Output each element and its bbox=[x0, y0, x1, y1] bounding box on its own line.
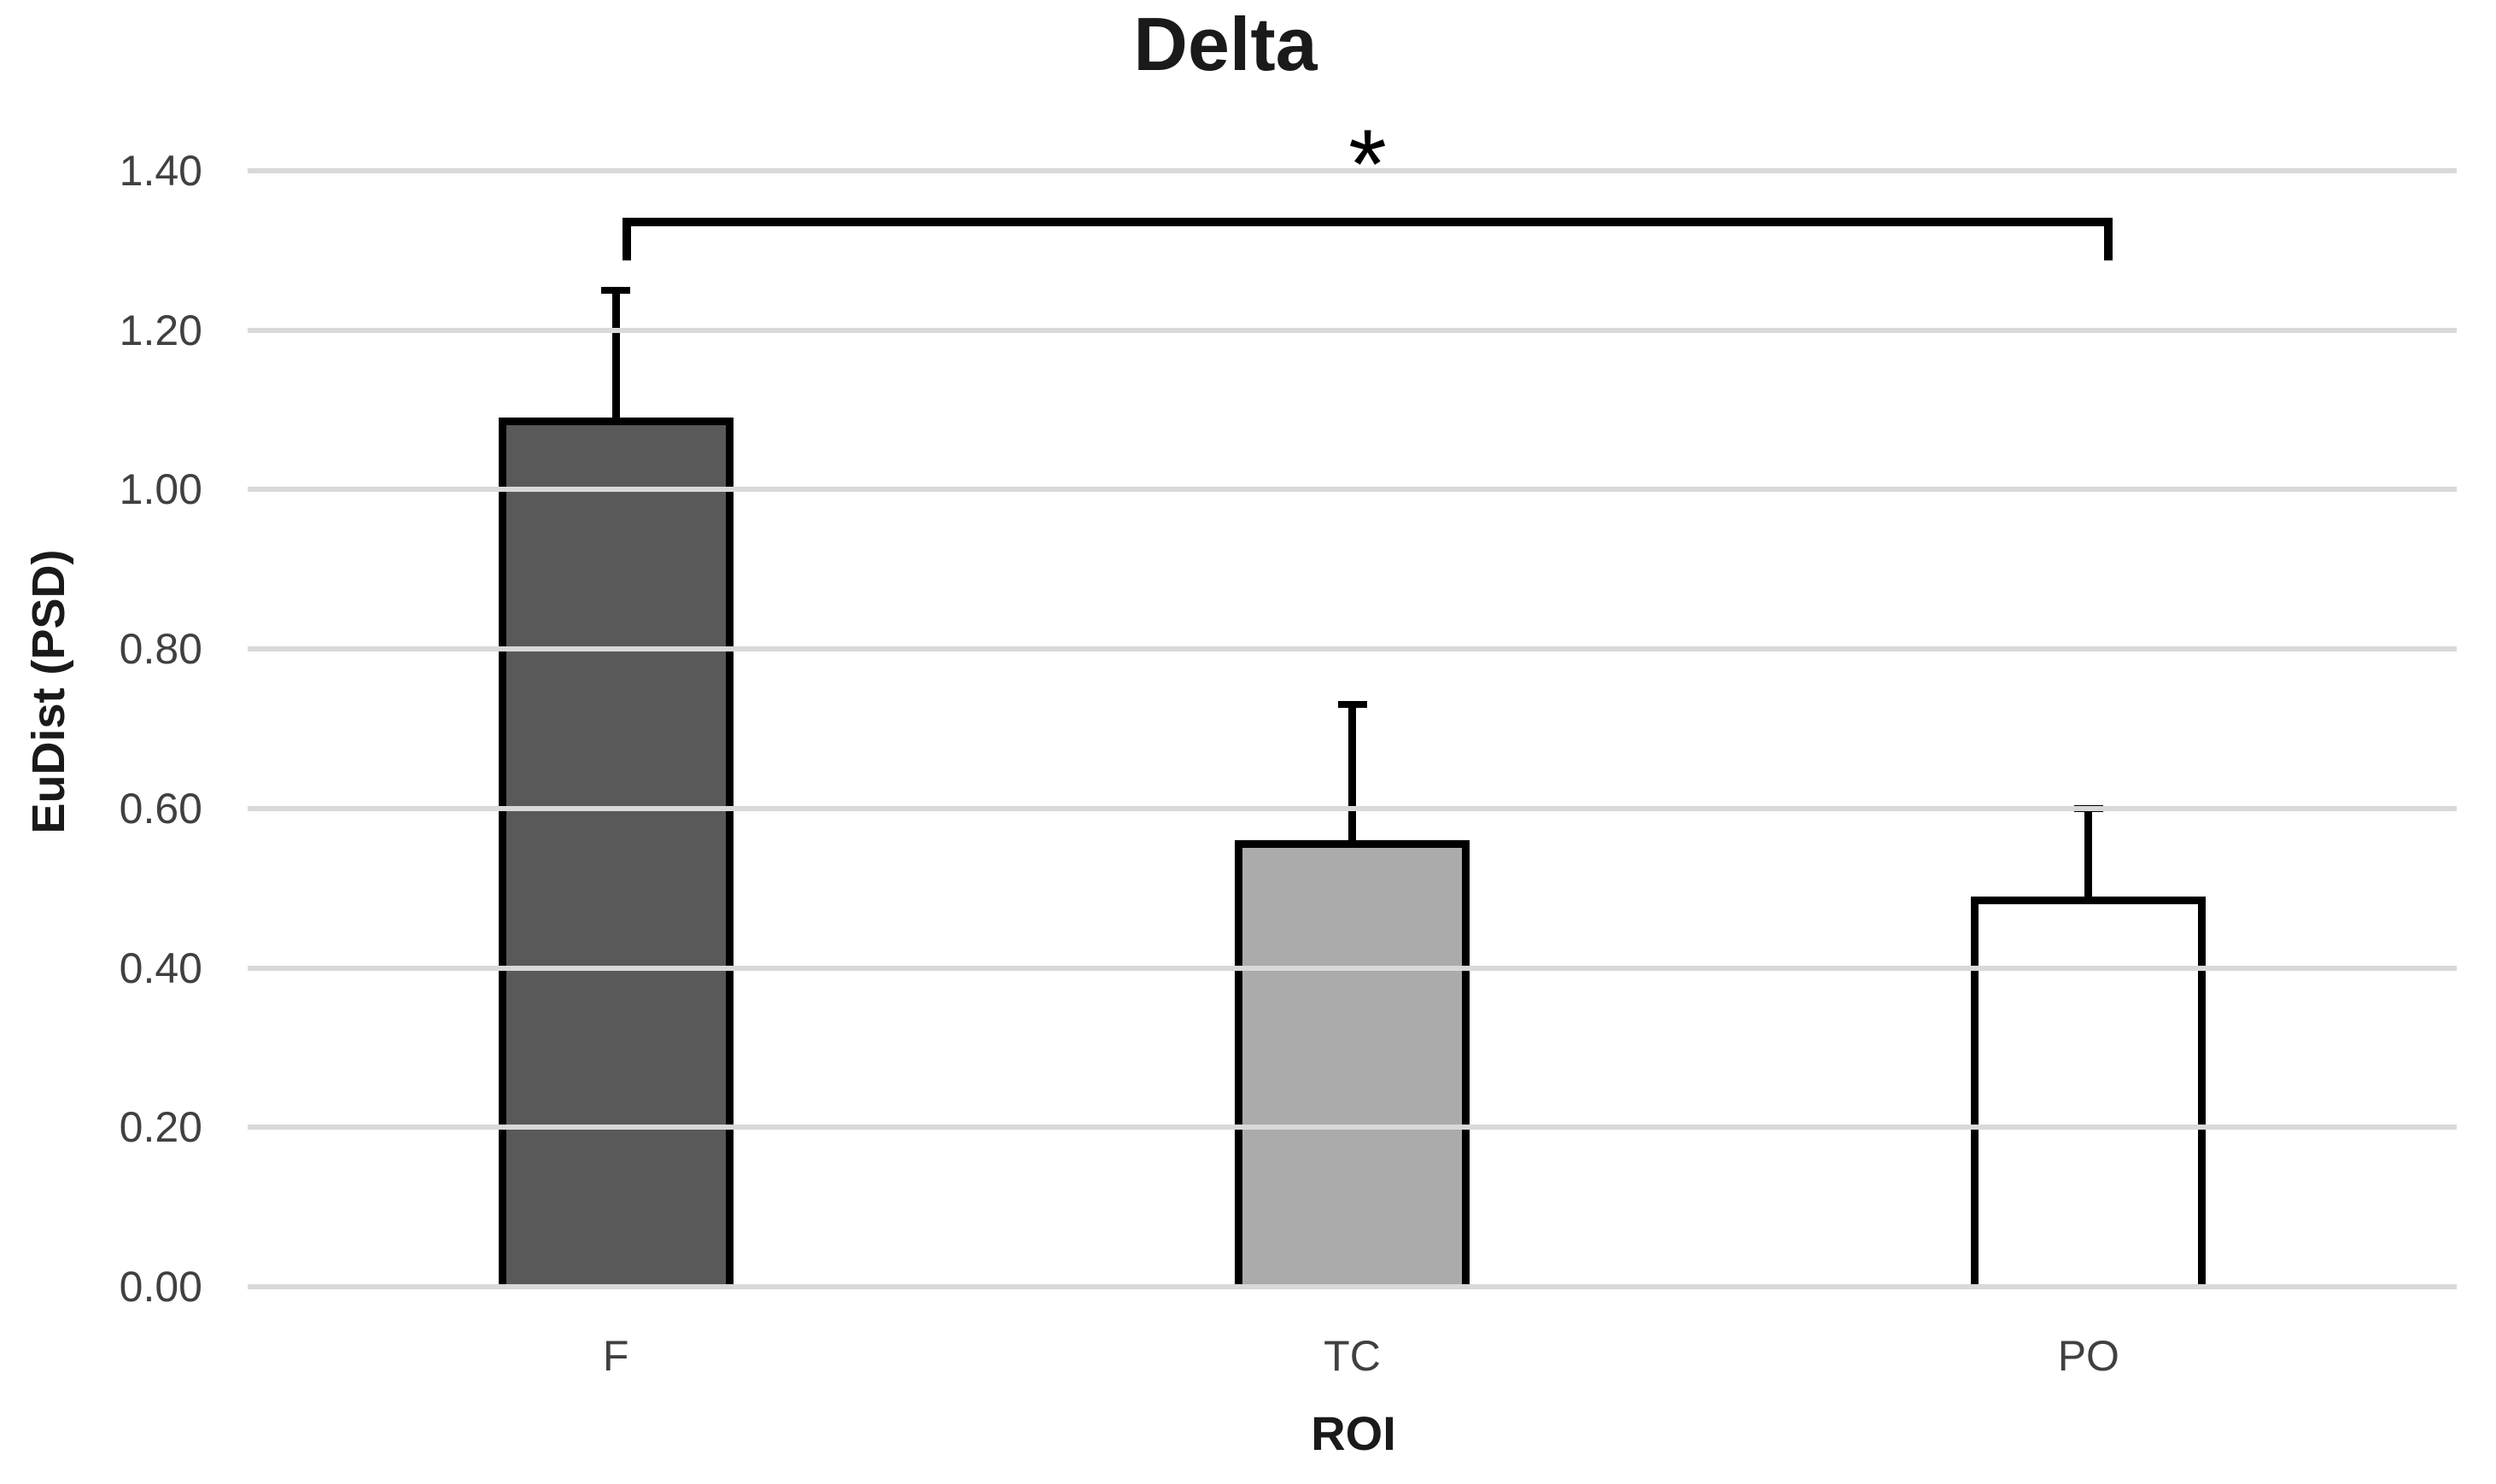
gridline-1.00 bbox=[248, 487, 2457, 493]
y-tick-label-1.00: 1.00 bbox=[119, 465, 202, 514]
significance-bracket-right-leg bbox=[2103, 218, 2113, 260]
gridline-0.80 bbox=[248, 646, 2457, 652]
significance-asterisk: * bbox=[1348, 110, 1387, 219]
significance-bracket-left-leg bbox=[623, 218, 632, 260]
y-tick-label-0.00: 0.00 bbox=[119, 1263, 202, 1311]
gridline-0.60 bbox=[248, 805, 2457, 811]
gridline-0.20 bbox=[248, 1125, 2457, 1131]
bar-PO bbox=[1971, 896, 2207, 1287]
x-category-label-PO: PO bbox=[2057, 1332, 2119, 1380]
y-tick-label-0.20: 0.20 bbox=[119, 1103, 202, 1152]
y-tick-label-0.80: 0.80 bbox=[119, 625, 202, 674]
significance-bracket-bar bbox=[623, 218, 2113, 226]
y-tick-label-0.60: 0.60 bbox=[119, 784, 202, 833]
bar-TC bbox=[1235, 840, 1470, 1287]
x-category-label-F: F bbox=[602, 1332, 629, 1380]
gridline-1.40 bbox=[248, 168, 2457, 173]
y-tick-label-0.40: 0.40 bbox=[119, 944, 202, 992]
error-bar-line-TC bbox=[1348, 704, 1356, 968]
bar-F bbox=[498, 418, 734, 1287]
y-tick-label-1.20: 1.20 bbox=[119, 306, 202, 354]
error-bar-line-PO bbox=[2084, 808, 2093, 984]
x-axis-title: ROI bbox=[1311, 1406, 1396, 1460]
x-category-label-TC: TC bbox=[1324, 1332, 1381, 1380]
y-tick-label-1.40: 1.40 bbox=[119, 147, 202, 195]
chart-title: Delta bbox=[1133, 2, 1318, 86]
gridline-0.40 bbox=[248, 965, 2457, 971]
gridline-0.00 bbox=[248, 1284, 2457, 1289]
gridline-1.20 bbox=[248, 327, 2457, 333]
